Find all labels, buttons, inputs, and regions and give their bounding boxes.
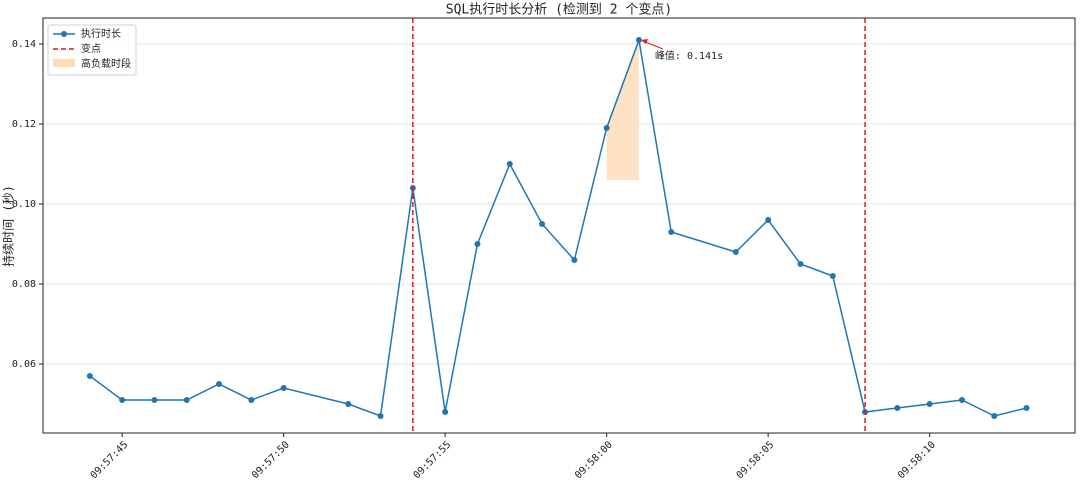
y-axis-label: 持续时间 (秒) <box>1 185 16 267</box>
data-point <box>829 273 836 279</box>
data-point <box>797 261 804 267</box>
data-point <box>119 397 126 403</box>
data-point <box>248 397 255 403</box>
y-tick-label: 0.06 <box>12 359 36 370</box>
data-point <box>216 381 223 387</box>
data-point <box>635 37 642 43</box>
data-point <box>183 397 190 403</box>
annotation-arrowhead <box>640 39 648 44</box>
x-tick-label: 09:57:45 <box>89 439 131 480</box>
data-point <box>539 221 546 227</box>
y-tick-label: 0.10 <box>12 199 36 210</box>
chart-title: SQL执行时长分析 (检测到 2 个变点) <box>446 2 672 18</box>
y-tick-label: 0.08 <box>12 279 36 290</box>
data-point <box>1023 405 1030 411</box>
data-point <box>894 405 901 411</box>
x-tick-label: 09:57:55 <box>412 439 454 480</box>
data-point <box>732 249 739 255</box>
legend-marker <box>61 31 67 37</box>
data-point <box>668 229 675 235</box>
y-tick-label: 0.14 <box>12 39 36 50</box>
annotation: 峰值: 0.141s <box>655 49 723 62</box>
x-tick-label: 09:58:10 <box>896 439 938 480</box>
x-tick-label: 09:58:05 <box>735 439 777 480</box>
data-point <box>280 385 287 391</box>
data-point <box>345 401 352 407</box>
data-point <box>765 217 772 223</box>
data-point <box>571 257 578 263</box>
high-load-area <box>606 40 639 180</box>
x-tick-label: 09:57:50 <box>250 439 292 480</box>
legend-label: 高负载时段 <box>81 57 131 70</box>
data-point <box>474 241 481 247</box>
data-point <box>442 409 449 415</box>
y-tick-label: 0.12 <box>12 119 36 130</box>
legend-label: 执行时长 <box>81 27 121 40</box>
data-point <box>603 125 610 131</box>
legend-swatch <box>53 59 75 67</box>
legend-label: 变点 <box>81 42 101 55</box>
series-line <box>89 37 1027 418</box>
data-point <box>151 397 158 403</box>
data-point <box>991 413 998 419</box>
data-point <box>377 413 384 419</box>
data-point <box>86 373 93 379</box>
data-point <box>958 397 965 403</box>
plot-frame <box>42 17 1076 434</box>
data-point <box>506 161 513 167</box>
data-point <box>926 401 933 407</box>
x-tick-label: 09:58:00 <box>573 439 615 480</box>
